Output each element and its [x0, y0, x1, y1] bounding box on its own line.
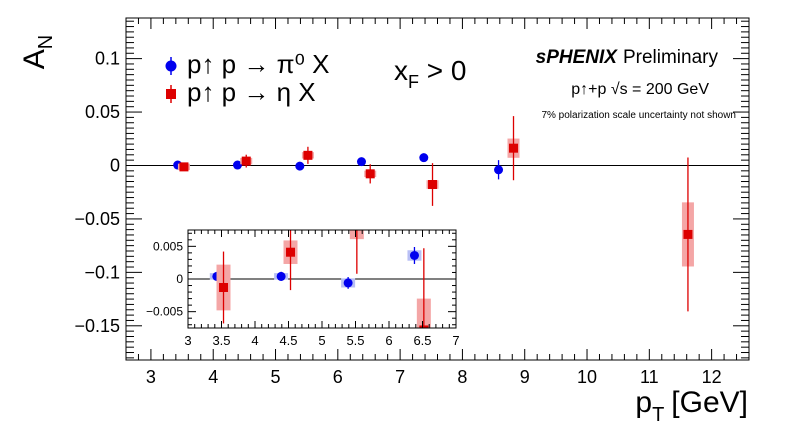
inset-axes: 3 3.5 4 4.5 5 5.5 6 6.5 7 −0.005 0 0.005	[146, 230, 460, 348]
x-axis-label-sub: T	[652, 404, 664, 426]
y-tick-label: 0.05	[85, 102, 120, 122]
y-tick-label: 0	[110, 155, 120, 175]
legend: p↑ p → π⁰ X p↑ p → η X	[165, 49, 330, 107]
inset-eta-point	[219, 282, 229, 292]
x-tick-label: 9	[520, 367, 530, 387]
y-axis-label-main: A	[18, 49, 51, 69]
eta-point	[509, 143, 519, 153]
inset-data	[188, 230, 456, 328]
inset-x-tick-label: 5.5	[346, 333, 364, 348]
inset-y-tick-label: 0	[176, 272, 183, 286]
inset-x-tick-label: 7	[452, 333, 459, 348]
eta-point	[179, 162, 189, 172]
pi0-point	[356, 157, 366, 167]
legend-pi0-marker	[165, 60, 177, 72]
x-tick-label: 4	[208, 367, 218, 387]
inset-eta-point	[419, 325, 429, 328]
legend-eta-marker	[166, 89, 176, 99]
inset-pi0-point	[276, 271, 286, 281]
inset-x-tick-label: 5	[318, 333, 325, 348]
legend-eta-label: p↑ p → η X	[187, 77, 316, 107]
x-tick-label: 3	[146, 367, 156, 387]
x-tick-label: 11	[640, 367, 659, 387]
x-axis-label-main: p	[635, 386, 652, 419]
x-tick-label: 8	[457, 367, 467, 387]
inset-x-tick-label: 6.5	[413, 333, 431, 348]
eta-point	[683, 229, 693, 239]
experiment-name: sPHENIX	[536, 47, 619, 68]
pi0-point	[233, 160, 243, 170]
eta-point	[241, 156, 251, 166]
inset-x-tick-label: 4	[251, 333, 258, 348]
y-axis-label: AN	[18, 35, 57, 69]
polarization-note: 7% polarization scale uncertainty not sh…	[541, 110, 736, 121]
x-tick-label: 5	[271, 367, 281, 387]
xf-sub: F	[408, 72, 419, 92]
inset-pi0-point	[343, 278, 353, 288]
x-tick-label: 12	[702, 367, 722, 387]
inset-x-tick-label: 3	[184, 333, 191, 348]
x-axis-label: pT [GeV]	[635, 386, 748, 426]
experiment-status: Preliminary	[623, 47, 719, 68]
pi0-point	[295, 161, 305, 171]
inset-eta-point	[286, 247, 296, 257]
main-axes: 3 4 5 6 7 8 9 10 11 12 −0.15 −0.1 −0.05 0 0.05 0.1	[74, 18, 750, 387]
y-tick-label: −0.15	[74, 316, 120, 336]
collision-label: p↑+p √s = 200 GeV	[571, 81, 709, 98]
eta-point	[365, 169, 375, 179]
y-tick-label: −0.1	[84, 262, 120, 282]
pi0-point	[494, 165, 504, 175]
xf-main: x	[394, 55, 408, 86]
inset-y-tick-label: 0.005	[153, 239, 183, 253]
inset-x-tick-label: 4.5	[279, 333, 297, 348]
eta-point	[303, 150, 313, 160]
x-tick-label: 10	[577, 367, 597, 387]
pi0-point	[419, 153, 429, 163]
x-axis-label-unit: [GeV]	[671, 386, 748, 419]
x-tick-label: 7	[395, 367, 405, 387]
main-data	[126, 116, 749, 312]
inset-pi0-point	[409, 250, 419, 260]
xf-rest: > 0	[419, 55, 466, 86]
inset-x-tick-label: 3.5	[212, 333, 230, 348]
xf-annotation: xF > 0	[394, 55, 466, 92]
y-tick-label: 0.1	[95, 49, 120, 69]
eta-point	[428, 180, 438, 190]
inset-x-tick-label: 6	[385, 333, 392, 348]
y-axis-label-sub: N	[35, 35, 57, 49]
inset-y-tick-label: −0.005	[146, 305, 183, 319]
y-tick-label: −0.05	[74, 209, 120, 229]
legend-pi0-label: p↑ p → π⁰ X	[187, 49, 330, 79]
x-tick-label: 6	[333, 367, 343, 387]
experiment-label: sPHENIX Preliminary	[536, 47, 719, 68]
